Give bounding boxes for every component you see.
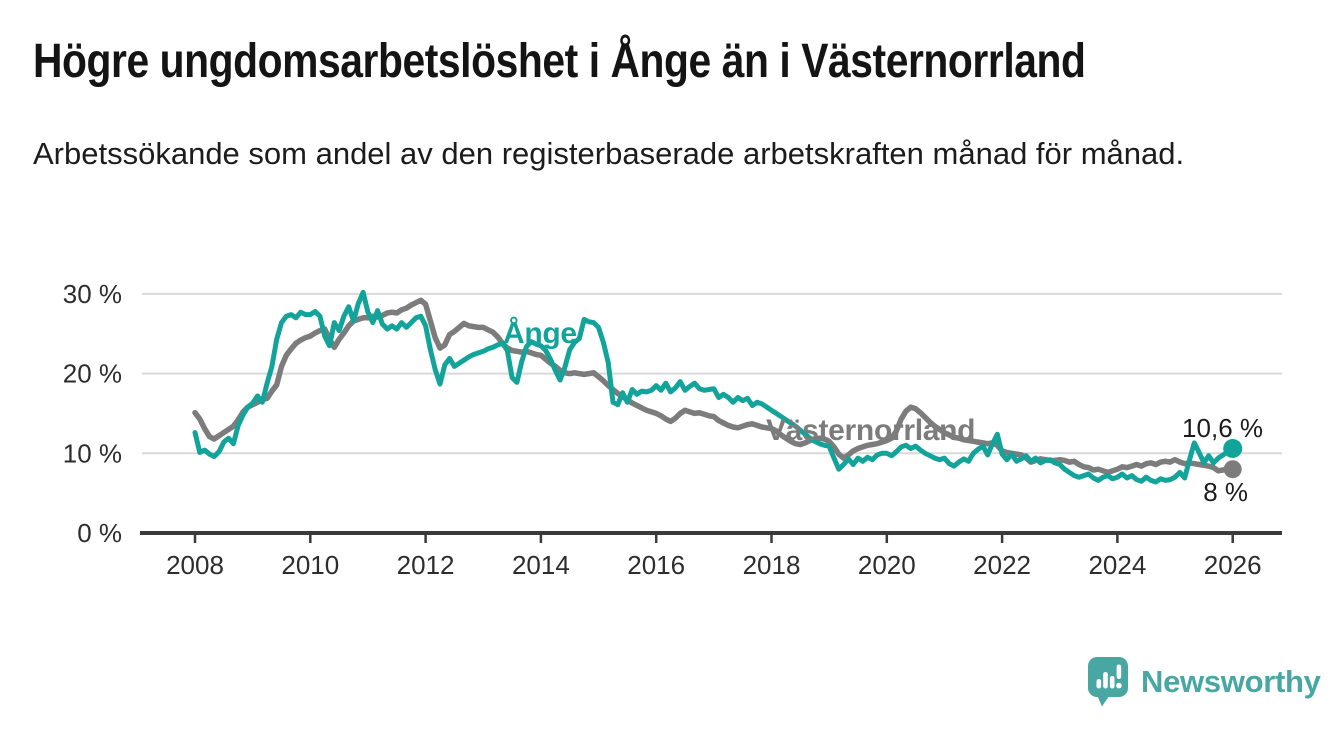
x-tick-label: 2024 <box>1088 550 1146 580</box>
x-tick-label: 2010 <box>281 550 339 580</box>
y-tick-label: 0 % <box>77 518 122 548</box>
y-tick-label: 20 % <box>63 359 122 389</box>
newsworthy-bubble-bar-chart-icon <box>1088 657 1128 707</box>
y-tick-label: 10 % <box>63 438 122 468</box>
brand-name: Newsworthy <box>1141 663 1321 699</box>
brand-logo: Newsworthy <box>1086 655 1321 708</box>
series-line-ange <box>192 289 1236 485</box>
end-point-ange <box>1223 439 1243 459</box>
x-tick-label: 2018 <box>743 550 801 580</box>
x-tick-label: 2020 <box>858 550 916 580</box>
line-chart: 0 % 10 % 20 % 30 % 2008 2010 2012 2014 2016 2018 2… <box>63 279 1282 580</box>
x-tick-label: 2026 <box>1204 550 1262 580</box>
page-title: Högre ungdomsarbetslöshet i Ånge än i Vä… <box>33 35 1086 88</box>
chart-subtitle: Arbetssökande som andel av den registerb… <box>33 136 1185 171</box>
x-tick-label: 2012 <box>397 550 455 580</box>
end-value-label: 10,6 % <box>1182 413 1263 443</box>
x-tick-label: 2008 <box>166 550 224 580</box>
x-tick-label: 2014 <box>512 550 570 580</box>
series-label-ange: Ånge <box>503 317 577 350</box>
end-value-label: 8 % <box>1203 477 1248 507</box>
x-tick-label: 2022 <box>973 550 1031 580</box>
end-point-vasternorrland <box>1223 460 1242 479</box>
y-tick-label: 30 % <box>63 279 122 309</box>
series-label-vasternorrland: Västernorrland <box>766 414 975 447</box>
x-tick-label: 2016 <box>627 550 685 580</box>
